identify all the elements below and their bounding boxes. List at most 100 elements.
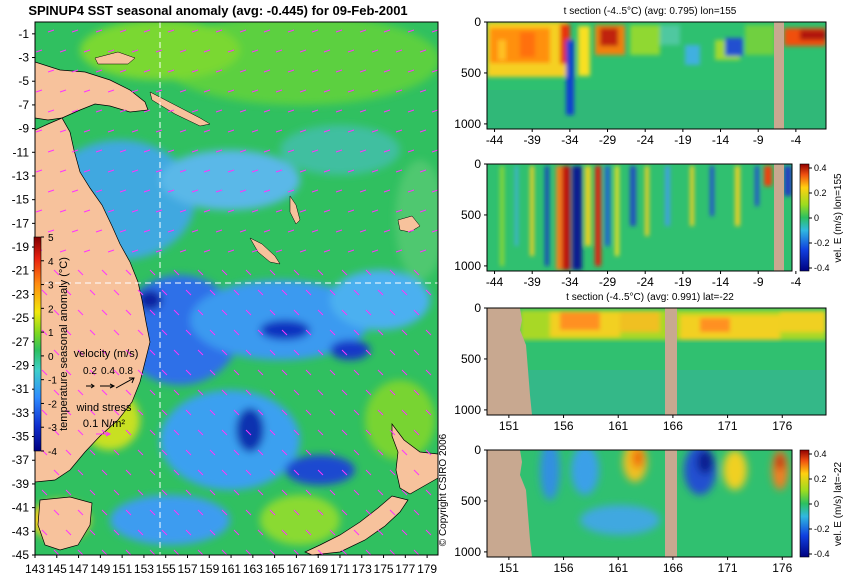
wind-arrow (365, 389, 372, 396)
wind-arrow (413, 549, 420, 555)
wind-arrow (107, 169, 115, 173)
wind-arrow (77, 269, 84, 276)
wind-arrow (407, 109, 415, 113)
wind-arrow (281, 329, 288, 336)
wind-arrow (341, 349, 348, 356)
section-v-lon-panel: -44 -39 -34 -29 -24 -19 -14 -9 -4 0 500 1000 0.4 0.2… (454, 157, 844, 289)
section-y-tick-label: 0 (474, 15, 481, 29)
section-y-tick-label: 1000 (454, 117, 481, 131)
section-x-tick-label: 156 (554, 419, 574, 433)
wind-arrow (215, 189, 223, 193)
wind-arrow (347, 249, 355, 253)
wind-arrow (155, 209, 163, 213)
wind-arrow (341, 509, 348, 516)
wind-arrow (323, 169, 331, 173)
velocity-legend: velocity (m/s) 0.2 0.4 0.8 (74, 348, 138, 389)
wind-arrow (89, 289, 96, 296)
wind-arrow (377, 369, 384, 376)
wind-arrow (215, 29, 223, 33)
map-lon-tick-label: 155 (156, 562, 176, 576)
wind-arrow (341, 549, 348, 555)
wind-arrow (407, 69, 415, 73)
map-panel: SPINUP4 SST seasonal anomaly (avg: -0.44… (12, 3, 449, 576)
wind-arrow (437, 350, 438, 351)
wind-arrow (191, 149, 199, 153)
wind-arrow (305, 529, 312, 536)
wind-arrow (341, 309, 348, 316)
wind-arrow (209, 449, 216, 456)
wind-arrow (329, 369, 336, 376)
wind-arrow (407, 189, 415, 193)
wind-arrow (155, 249, 163, 253)
wind-arrow (269, 429, 276, 436)
vel-colorbar-tick-label: -0.2 (814, 524, 830, 534)
wind-arrow (89, 409, 96, 416)
wind-arrow (269, 469, 276, 476)
sst-colorbar-tick-label: 3 (48, 281, 54, 292)
section-t-lat-field (487, 308, 826, 415)
wind-arrow (65, 329, 72, 336)
sst-colorbar-label: temperature seasonal anomaly (°C) (58, 257, 70, 431)
wind-arrow (197, 469, 204, 476)
wind-arrow (179, 209, 187, 213)
wind-arrow (305, 369, 312, 376)
wind-arrow (71, 189, 79, 193)
vel-colorbar-lon-label: vel. E (m/s) lon=155 (833, 173, 844, 263)
wind-arrow (317, 429, 324, 436)
wind-arrow (197, 309, 204, 316)
wind-arrow (65, 409, 72, 416)
wind-arrow (317, 549, 324, 555)
wind-arrow (173, 309, 180, 316)
wind-arrow (83, 209, 91, 213)
section-x-tick-label: -39 (524, 133, 542, 147)
wind-arrow (413, 309, 420, 316)
wind-arrow (71, 69, 79, 73)
wind-arrow (407, 29, 415, 33)
wind-arrow (293, 309, 300, 316)
wind-arrow (389, 389, 396, 396)
section-y-tick-label: 500 (461, 208, 481, 222)
wind-arrow (251, 129, 259, 133)
vel-colorbar-lat-label: vel. E (m/s) lat=-22 (833, 461, 844, 546)
section-y-tick-label: 500 (461, 352, 481, 366)
wind-arrow (365, 469, 372, 476)
wind-arrow (185, 409, 192, 416)
map-lat-tick-label: -39 (12, 477, 30, 491)
vel-colorbar-tick-label: 0 (814, 213, 819, 223)
land-mask (487, 308, 532, 415)
wind-arrow (329, 329, 336, 336)
wind-arrow (221, 269, 228, 276)
wind-arrow (77, 509, 84, 516)
map-lon-tick-label: 177 (395, 562, 415, 576)
wind-arrow (125, 269, 132, 276)
wind-arrow (149, 349, 156, 356)
wind-arrow (191, 189, 199, 193)
wind-arrow (149, 269, 156, 276)
wind-arrow (89, 529, 96, 536)
map-lat-tick-label: -17 (12, 216, 30, 230)
wind-arrow (419, 49, 427, 53)
wind-arrow (365, 269, 372, 276)
land-mask (774, 164, 784, 271)
wind-arrow (149, 509, 156, 516)
wind-arrow (131, 169, 139, 173)
section-y-tick-label: 1000 (454, 259, 481, 273)
wind-arrow (431, 69, 438, 73)
wind-arrow (401, 329, 408, 336)
wind-arrow (359, 29, 367, 33)
vanuatu (289, 195, 301, 225)
sst-colorbar: 5 4 3 2 1 0 -1 -2 -3 -4 temperature seasonal anom… (33, 233, 70, 458)
wind-arrow (395, 49, 403, 53)
section-x-tick-label: -34 (561, 275, 579, 289)
map-lat-tick-label: -5 (18, 74, 29, 88)
wind-arrow (143, 149, 151, 153)
wind-arrow (281, 409, 288, 416)
wind-arrow (107, 129, 115, 133)
wind-arrow (59, 249, 67, 253)
wind-arrow (341, 429, 348, 436)
wind-arrow (77, 429, 84, 436)
wind-arrow (305, 489, 312, 496)
section-v-lon-field (487, 164, 792, 271)
wind-arrow (113, 289, 120, 296)
